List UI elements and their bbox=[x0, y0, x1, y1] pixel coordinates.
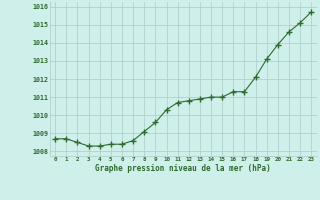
X-axis label: Graphe pression niveau de la mer (hPa): Graphe pression niveau de la mer (hPa) bbox=[95, 164, 271, 173]
